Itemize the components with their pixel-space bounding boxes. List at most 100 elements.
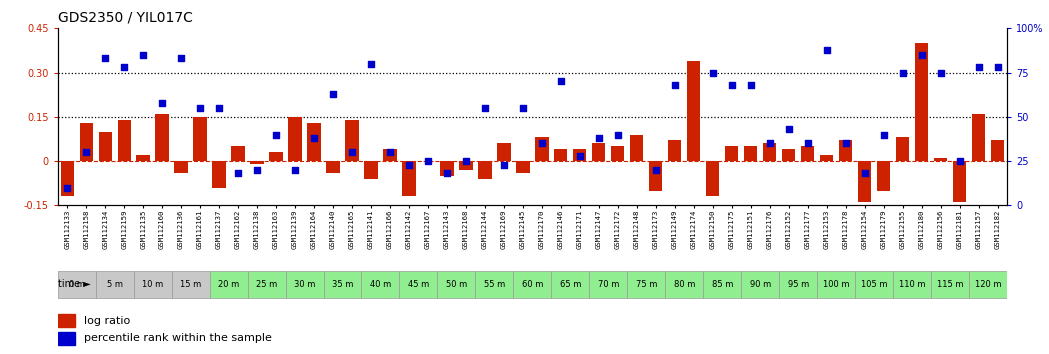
Bar [475,270,513,298]
Bar [779,270,817,298]
Point [894,70,911,75]
Point [59,185,76,190]
Point [704,70,721,75]
Text: 75 m: 75 m [636,280,657,289]
Bar [687,61,701,161]
Text: 30 m: 30 m [294,280,315,289]
Bar [665,270,703,298]
Point [78,149,94,155]
Bar [58,332,74,345]
Text: 90 m: 90 m [750,280,771,289]
Point [875,132,892,137]
Point [989,64,1006,70]
Text: 110 m: 110 m [899,280,925,289]
Point [572,153,588,159]
Point [286,167,303,173]
Point [780,126,797,132]
Bar [251,161,263,164]
Bar [478,161,492,179]
Point [666,82,683,88]
Bar [403,161,415,196]
Bar [400,270,437,298]
Point [382,149,399,155]
Bar [459,161,472,170]
Bar [516,161,530,173]
Bar [58,270,95,298]
Point [115,64,132,70]
Text: 45 m: 45 m [408,280,429,289]
Point [856,171,873,176]
Bar [593,143,605,161]
Bar [117,120,131,161]
Bar [668,141,682,161]
Bar [248,270,285,298]
Bar [573,149,586,161]
Bar [744,146,757,161]
Bar [817,270,855,298]
Bar [630,135,643,161]
Bar [703,270,742,298]
Bar [437,270,475,298]
Point [173,56,190,61]
Point [438,171,455,176]
Bar [820,155,833,161]
Bar [783,149,795,161]
Bar [893,270,932,298]
Point [211,105,228,111]
Point [685,8,702,13]
Point [192,105,209,111]
Bar [193,117,207,161]
Text: 50 m: 50 m [446,280,467,289]
Bar [133,270,172,298]
Point [420,158,436,164]
Text: 40 m: 40 m [370,280,391,289]
Bar [58,314,74,327]
Text: percentile rank within the sample: percentile rank within the sample [84,333,272,343]
Text: 105 m: 105 m [861,280,887,289]
Text: 120 m: 120 m [975,280,1002,289]
Bar [839,141,852,161]
Point [553,79,570,84]
Bar [155,114,169,161]
Bar [855,270,893,298]
Text: log ratio: log ratio [84,316,130,326]
Bar [80,123,92,161]
Bar [991,141,1004,161]
Bar [232,146,244,161]
Bar [649,161,662,190]
Bar [174,161,188,173]
Point [324,91,341,97]
Bar [952,161,966,202]
Text: 25 m: 25 m [256,280,277,289]
Point [647,167,664,173]
Bar [288,117,302,161]
Point [799,141,816,146]
Point [97,56,113,61]
Point [134,52,151,58]
Point [534,141,551,146]
Bar [99,132,112,161]
Text: GDS2350 / YIL017C: GDS2350 / YIL017C [58,11,193,25]
Point [609,132,626,137]
Point [154,100,171,105]
Bar [552,270,590,298]
Text: 35 m: 35 m [331,280,354,289]
Text: 65 m: 65 m [560,280,581,289]
Point [914,52,930,58]
Bar [612,146,624,161]
Bar [285,270,323,298]
Point [305,135,322,141]
Bar [535,137,549,161]
Bar [95,270,133,298]
Bar [345,120,359,161]
Bar [364,161,378,179]
Point [344,149,361,155]
Point [837,141,854,146]
Text: 100 m: 100 m [822,280,850,289]
Point [628,11,645,17]
Bar [858,161,872,202]
Bar [932,270,969,298]
Text: 55 m: 55 m [484,280,505,289]
Bar [326,161,340,173]
Text: time ►: time ► [58,279,90,289]
